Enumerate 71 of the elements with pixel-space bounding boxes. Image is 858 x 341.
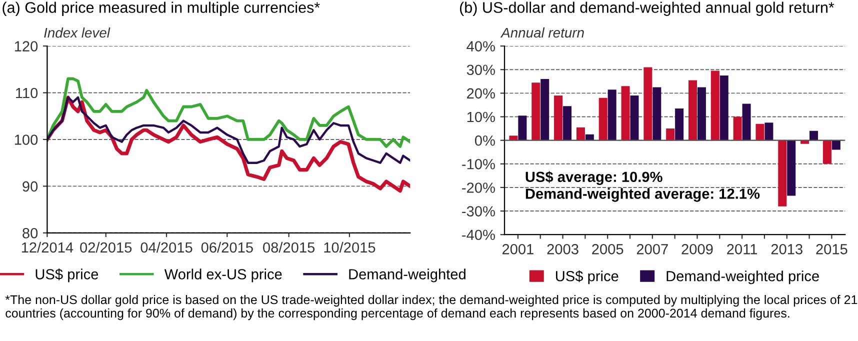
annotation: Demand-weighted average: 12.1% xyxy=(526,188,760,202)
bar xyxy=(710,70,720,140)
y-tick-label: -10% xyxy=(462,158,495,170)
bar xyxy=(778,140,787,206)
bar xyxy=(652,87,662,140)
bar xyxy=(630,96,639,140)
x-tick-label: 2015 xyxy=(816,244,848,254)
chart-title: (a) Gold price measured in multiple currencies* xyxy=(2,2,320,16)
y-tick-label: 30% xyxy=(466,64,495,76)
y-tick-label: -20% xyxy=(462,182,495,193)
annotation: US$ average: 10.9% xyxy=(526,171,662,185)
bar xyxy=(756,124,764,140)
y-tick-label: 100 xyxy=(14,134,38,145)
bar xyxy=(666,128,675,140)
y-tick-label: -40% xyxy=(462,230,495,240)
y-tick-label: 110 xyxy=(16,88,38,98)
x-tick-label: 10/2015 xyxy=(324,242,376,253)
legend-label: US$ price xyxy=(36,268,98,282)
x-tick-label: 2009 xyxy=(682,244,713,254)
x-tick-label: 02/2015 xyxy=(80,242,132,253)
bar xyxy=(518,116,527,140)
chart-title: (b) US-dollar and demand-weighted annual gold return* xyxy=(460,2,834,16)
bar xyxy=(720,76,728,140)
y-tick-label: 20% xyxy=(467,88,495,99)
x-tick-label: 04/2015 xyxy=(140,242,192,253)
bar xyxy=(585,134,594,140)
y-tick-label: 120 xyxy=(14,41,38,52)
bar xyxy=(787,140,796,196)
bar xyxy=(644,67,652,140)
legend-label: World ex-US price xyxy=(164,268,282,282)
x-tick-label: 08/2015 xyxy=(263,242,315,253)
y-tick-label: -30% xyxy=(462,206,495,216)
y-tick-label: 90 xyxy=(22,181,38,192)
line-series xyxy=(47,77,410,148)
bar xyxy=(608,90,616,140)
x-tick-label: 2005 xyxy=(592,244,624,254)
x-tick-label: 2013 xyxy=(771,244,802,254)
bar xyxy=(675,108,684,140)
line-series xyxy=(47,96,410,164)
y-tick-label: 0% xyxy=(474,135,495,146)
x-tick-label: 2007 xyxy=(636,244,668,254)
text: *The non-US dollar gold price is based on the US trade-weighted dollar index; the demand-weighted price is computed by multiplying the local prices of 21 countries (accounting for 90% of demand) by the corresponding percentage of demand each represents based on 2000-2014 demand figures. xyxy=(5,294,858,320)
bar xyxy=(576,127,585,140)
y-tick-label: 40% xyxy=(466,41,495,52)
x-tick-label: 12/2014 xyxy=(22,242,74,253)
bar xyxy=(832,140,840,150)
bar xyxy=(562,106,572,140)
bar xyxy=(688,80,697,140)
bar xyxy=(540,79,550,140)
bar xyxy=(764,122,774,140)
bar xyxy=(822,140,832,164)
x-tick-label: 2003 xyxy=(547,244,578,254)
legend-label: Demand-weighted xyxy=(349,268,466,282)
bar xyxy=(598,98,608,140)
bar xyxy=(532,82,540,140)
x-tick-label: 06/2015 xyxy=(201,242,253,253)
bar xyxy=(742,104,751,140)
bar xyxy=(509,136,518,140)
bar xyxy=(697,87,706,140)
bar xyxy=(554,96,563,140)
y-axis-title: Index level xyxy=(44,27,110,38)
y-tick-label: 10% xyxy=(467,112,495,122)
legend-label: US$ price xyxy=(556,270,618,284)
bar xyxy=(621,86,630,140)
legend-label: Demand-weighted price xyxy=(666,270,819,284)
bar xyxy=(733,116,742,140)
x-tick-label: 2001 xyxy=(502,244,534,254)
bar xyxy=(810,130,818,140)
y-tick-label: 80 xyxy=(22,228,38,238)
y-axis-title: Annual return xyxy=(500,27,584,38)
x-tick-label: 2011 xyxy=(727,244,758,254)
